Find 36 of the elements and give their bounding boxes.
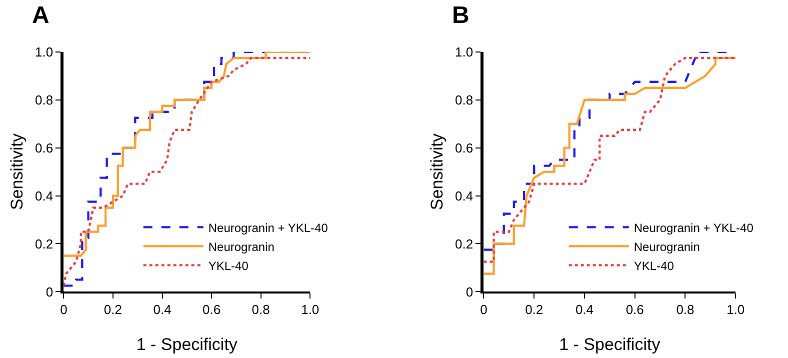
x-tick-label: 0.4 (575, 302, 594, 318)
legend-label: YKL-40 (634, 258, 674, 273)
x-axis-title: 1 - Specificity (559, 334, 661, 354)
y-tick-label: 0.8 (34, 92, 54, 108)
y-tick-label: 1.0 (34, 44, 54, 60)
x-tick-label: 0 (60, 302, 68, 318)
x-tick-label: 0.6 (202, 302, 221, 318)
x-tick-label: 0.2 (104, 302, 122, 318)
x-axis-title: 1 - Specificity (136, 334, 238, 354)
y-axis-title: Sensitivity (428, 133, 447, 210)
y-tick-label: 0.2 (34, 236, 54, 252)
y-tick-label: 0.4 (455, 188, 474, 204)
legend-label: Neurogranin + YKL-40 (634, 220, 754, 235)
y-tick-label: 0 (466, 284, 474, 300)
legend-label: Neurogranin + YKL-40 (208, 220, 328, 235)
x-tick-label: 0.4 (153, 302, 172, 318)
legend-label: Neurogranin (208, 240, 274, 254)
x-tick-label: 1.0 (726, 302, 745, 318)
x-tick-label: 1.0 (301, 302, 320, 318)
y-tick-label: 0.6 (34, 140, 54, 156)
x-tick-label: 0.2 (525, 302, 544, 318)
chart-title: B (452, 2, 470, 29)
legend-label: Neurogranin (634, 240, 700, 254)
x-tick-label: 0.8 (252, 302, 270, 318)
y-tick-label: 0.4 (34, 188, 54, 204)
legend-label: YKL-40 (208, 258, 249, 273)
y-tick-label: 0 (46, 284, 54, 300)
y-tick-label: 1.0 (455, 44, 474, 60)
y-tick-label: 0.6 (455, 140, 474, 156)
x-tick-label: 0 (480, 302, 488, 318)
y-tick-label: 0.8 (455, 92, 474, 108)
chart-title: A (32, 2, 50, 29)
y-tick-label: 0.2 (455, 236, 474, 252)
x-tick-label: 0.6 (626, 302, 644, 318)
x-tick-label: 0.8 (676, 302, 694, 318)
y-axis-title: Sensitivity (8, 133, 27, 210)
